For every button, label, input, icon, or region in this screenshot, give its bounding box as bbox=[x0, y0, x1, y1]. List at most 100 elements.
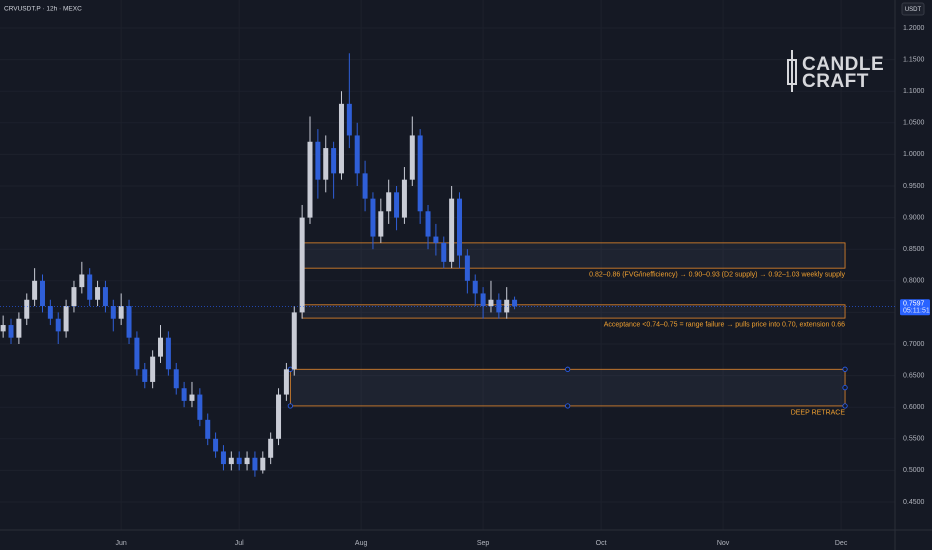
watermark-line-2: CRAFT bbox=[802, 71, 869, 92]
candle-body bbox=[315, 141, 321, 180]
candle-body bbox=[24, 299, 30, 319]
candle-body bbox=[354, 135, 360, 174]
candle-body bbox=[276, 394, 282, 439]
y-tick-label: 0.9000 bbox=[903, 214, 925, 221]
zone bbox=[289, 368, 846, 407]
candle-body bbox=[370, 198, 376, 237]
candle-body bbox=[409, 135, 415, 180]
x-tick-label: Jun bbox=[116, 540, 127, 547]
candle-body bbox=[102, 287, 108, 307]
y-tick-label: 0.4500 bbox=[903, 499, 925, 506]
candle-body bbox=[95, 287, 101, 300]
candle-body bbox=[244, 457, 250, 465]
y-tick-label: 0.8500 bbox=[903, 246, 925, 253]
candle-body bbox=[173, 369, 179, 389]
zone-handle bbox=[565, 366, 571, 372]
x-tick-label: Aug bbox=[355, 540, 368, 547]
zone-handle bbox=[842, 385, 848, 391]
x-tick-label: Dec bbox=[835, 540, 848, 547]
candle-body bbox=[150, 356, 156, 382]
y-tick-label: 0.5500 bbox=[903, 436, 925, 443]
y-tick-label: 0.7000 bbox=[903, 341, 925, 348]
candle-body bbox=[362, 173, 368, 199]
y-tick-label: 1.0500 bbox=[903, 120, 925, 127]
last-price-label: 0.7597 bbox=[903, 301, 925, 308]
candle-body bbox=[472, 280, 478, 294]
candle-body bbox=[118, 306, 124, 319]
candle-body bbox=[181, 388, 187, 401]
candle-body bbox=[425, 211, 431, 237]
candle-body bbox=[464, 255, 470, 281]
candle-body bbox=[220, 451, 226, 465]
x-tick-label: Jul bbox=[235, 540, 244, 547]
candle-body bbox=[236, 457, 242, 465]
y-tick-label: 1.1500 bbox=[903, 56, 925, 63]
candle-body bbox=[32, 280, 38, 300]
candle-body bbox=[39, 280, 45, 307]
zone-handle bbox=[842, 403, 848, 409]
candle-body bbox=[331, 148, 337, 174]
candle-body bbox=[378, 211, 384, 237]
y-tick-label: 1.1000 bbox=[903, 88, 925, 95]
candle-body bbox=[456, 198, 462, 256]
y-tick-label: 1.2000 bbox=[903, 25, 925, 32]
symbol-title: CRVUSDT.P · 12h · MEXC bbox=[4, 6, 82, 13]
candle-body bbox=[71, 287, 77, 307]
y-tick-label: 0.6000 bbox=[903, 404, 925, 411]
candle-body bbox=[268, 438, 274, 458]
candle-body bbox=[63, 306, 69, 332]
currency-box[interactable] bbox=[901, 2, 925, 16]
candle-body bbox=[299, 217, 305, 313]
candle-body bbox=[338, 103, 344, 174]
candle-body bbox=[158, 337, 164, 357]
candle-body bbox=[488, 299, 494, 307]
candle-body bbox=[417, 135, 423, 212]
candle-body bbox=[197, 394, 203, 420]
candle-body bbox=[449, 198, 455, 262]
candle-body bbox=[165, 337, 171, 370]
candle-body bbox=[480, 293, 486, 307]
x-tick-label: Oct bbox=[596, 540, 607, 547]
zone-handle bbox=[565, 403, 571, 409]
candle-body bbox=[134, 337, 140, 370]
candle-body bbox=[55, 318, 61, 332]
zone-handle bbox=[842, 366, 848, 372]
candle-body bbox=[394, 192, 400, 218]
candle-body bbox=[87, 274, 93, 300]
candle-body bbox=[0, 325, 6, 332]
candle-body bbox=[512, 299, 518, 307]
candle-body bbox=[189, 394, 195, 401]
candle-body bbox=[323, 148, 329, 180]
x-tick-label: Nov bbox=[717, 540, 730, 547]
candle-body bbox=[283, 369, 289, 395]
y-tick-label: 0.8000 bbox=[903, 278, 925, 285]
candle-body bbox=[79, 274, 85, 288]
candle-body bbox=[8, 325, 14, 338]
watermark-line-1: CANDLE bbox=[802, 54, 884, 75]
candle-body bbox=[213, 438, 219, 452]
zone-handle bbox=[287, 403, 293, 409]
candle-body bbox=[260, 457, 266, 471]
candle-body bbox=[291, 312, 297, 370]
zone bbox=[301, 242, 846, 269]
candle-body bbox=[205, 419, 211, 439]
y-tick-label: 1.0000 bbox=[903, 151, 925, 158]
candle-body bbox=[346, 103, 352, 136]
zone-label: Acceptance <0.74–0.75 = range failure → … bbox=[604, 321, 845, 328]
zone bbox=[301, 304, 846, 319]
y-tick-label: 0.6500 bbox=[903, 372, 925, 379]
candle-body bbox=[433, 236, 439, 243]
currency[interactable]: USDT bbox=[905, 7, 922, 13]
candle-body bbox=[386, 192, 392, 212]
candle-body bbox=[307, 141, 313, 218]
y-tick-label: 0.5000 bbox=[903, 467, 925, 474]
candle-body bbox=[401, 179, 407, 218]
candle-body bbox=[126, 306, 132, 338]
candle-body bbox=[504, 299, 510, 313]
watermark-logo: CANDLE CRAFT bbox=[787, 50, 884, 92]
y-tick-label: 0.9500 bbox=[903, 183, 925, 190]
zone-label: DEEP RETRACE bbox=[791, 409, 846, 416]
candle-body bbox=[110, 306, 116, 319]
